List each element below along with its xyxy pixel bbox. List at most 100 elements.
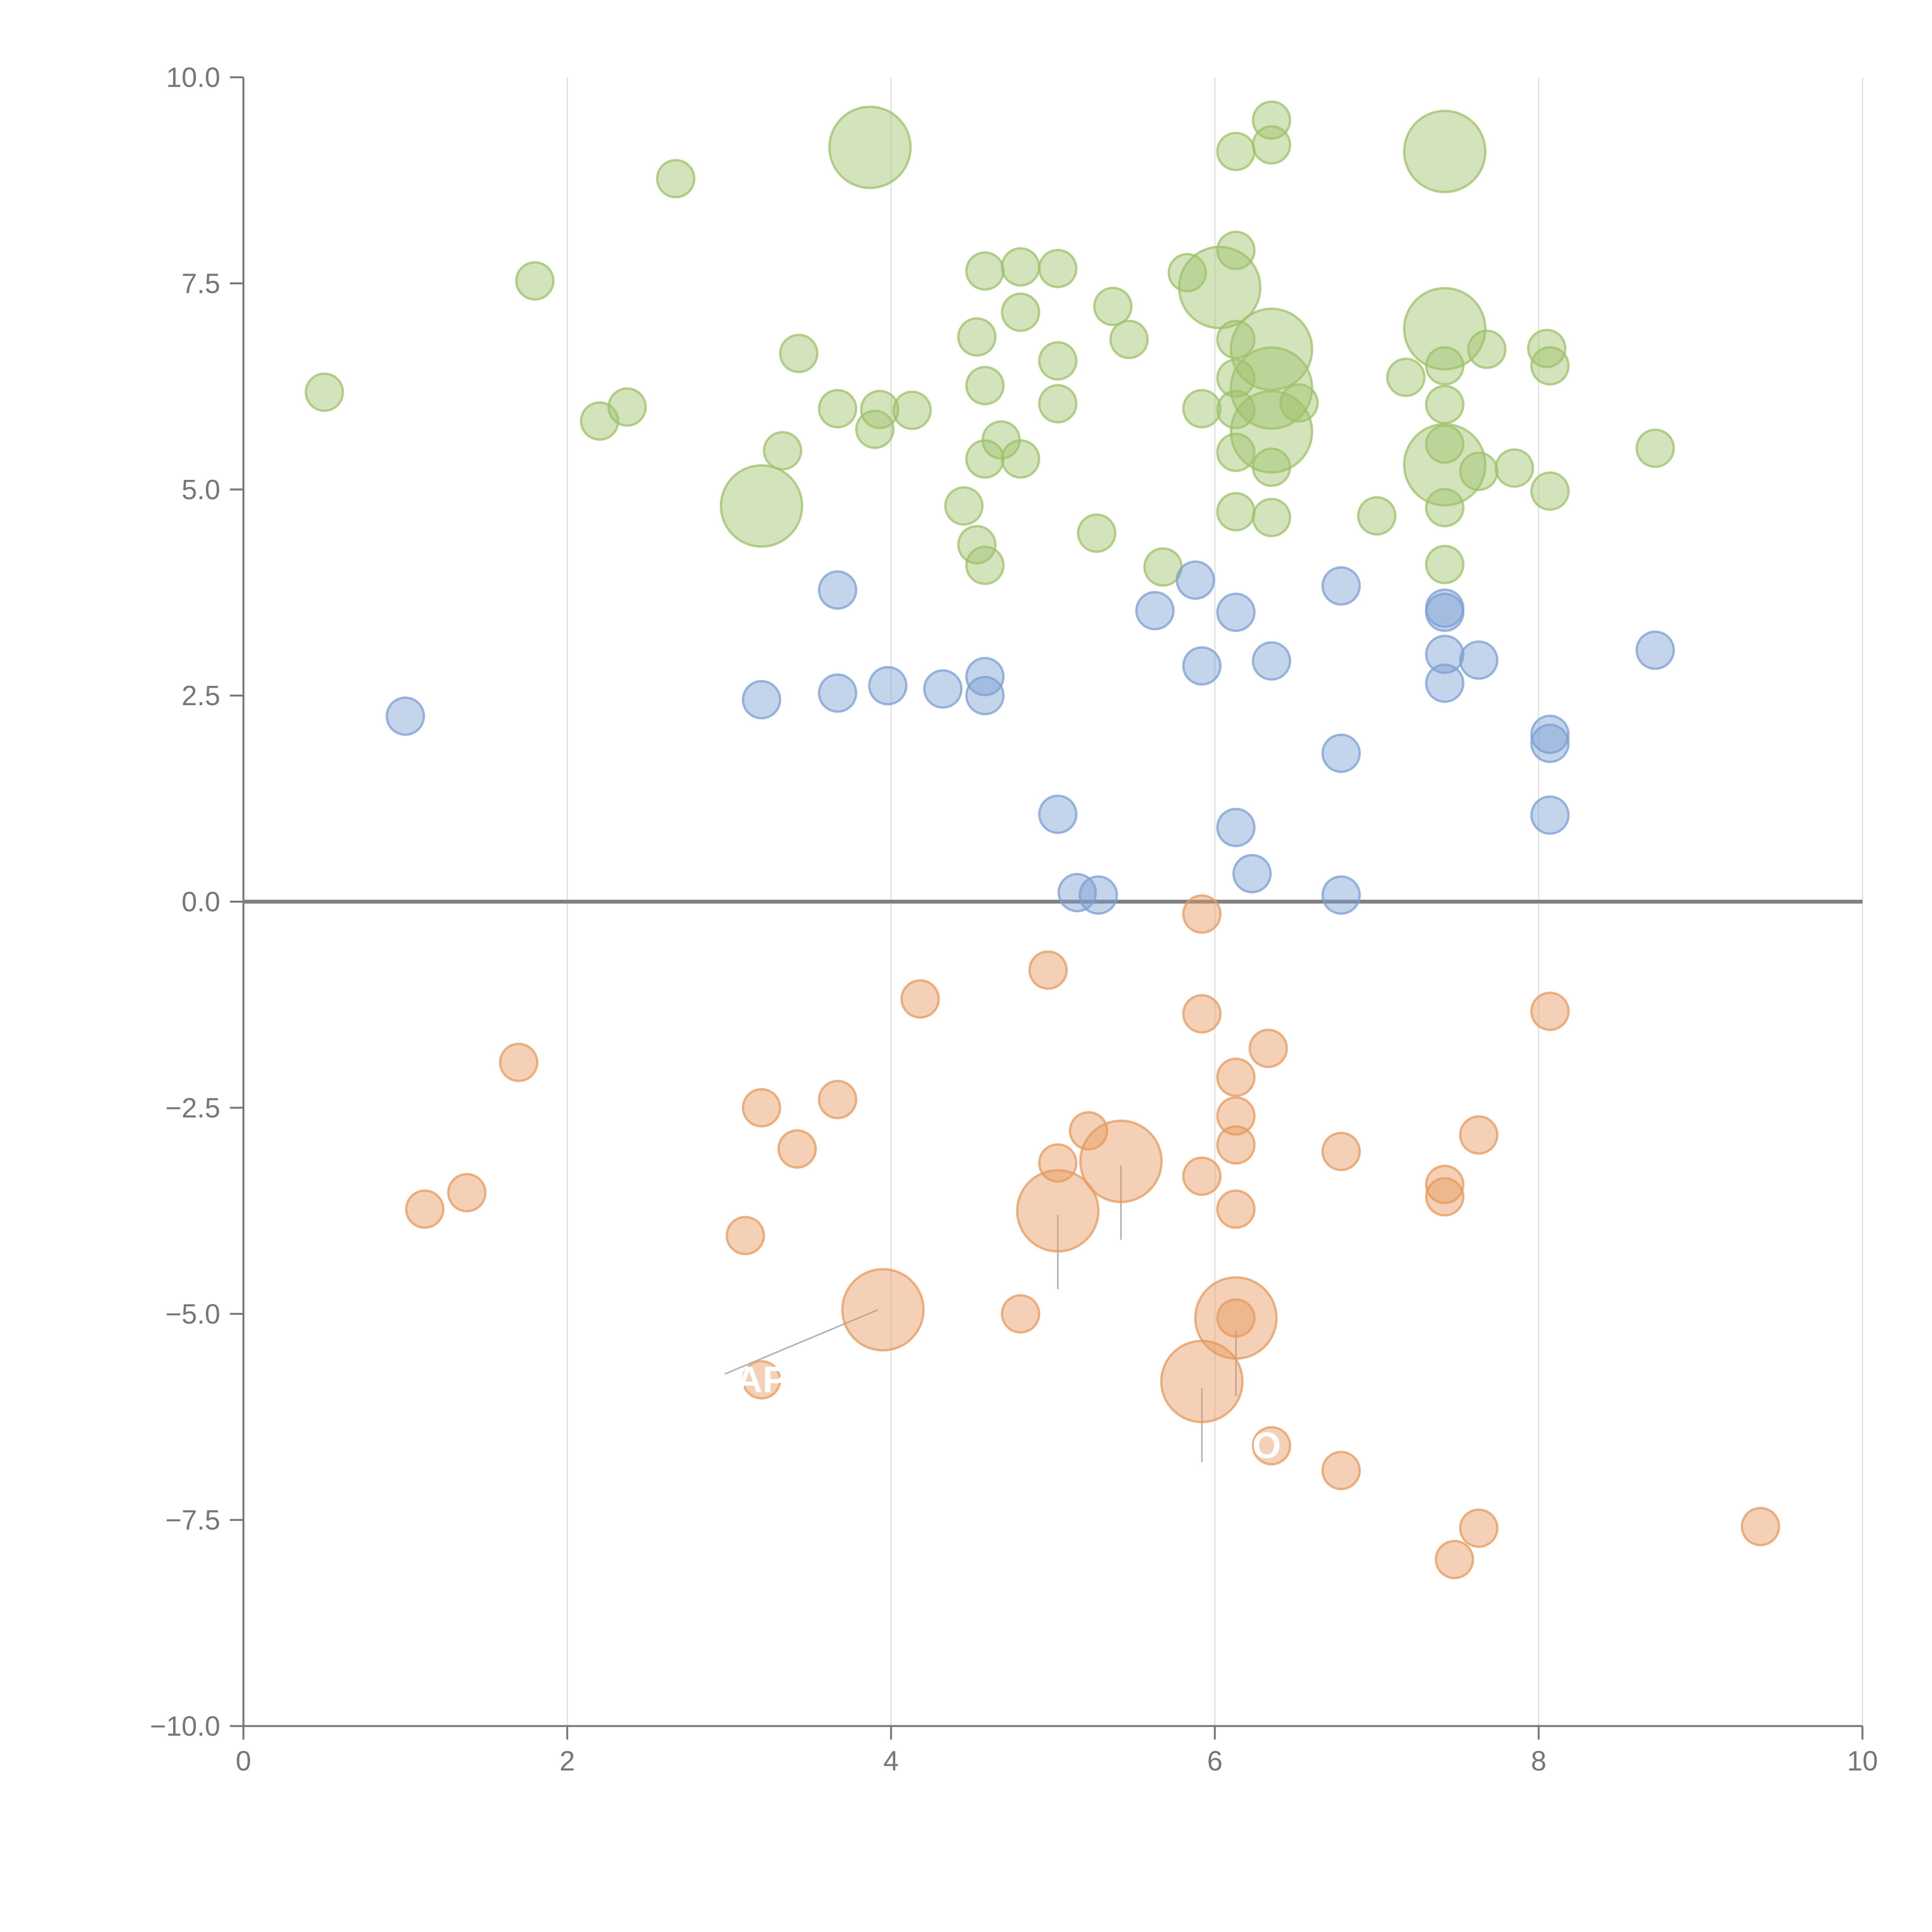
green-bubble: [818, 389, 857, 429]
orange-bubble: [1248, 1029, 1288, 1068]
green-bubble: [515, 261, 555, 301]
green-bubble: [965, 366, 1005, 405]
green-bubble: [1495, 448, 1534, 488]
x-tick-label: 0: [236, 1746, 251, 1777]
green-bubble: [957, 317, 997, 357]
annotation-leader: [724, 1309, 879, 1375]
orange-bubble: [1182, 894, 1222, 934]
green-bubble: [1216, 358, 1256, 398]
green-bubble: [779, 333, 819, 373]
blue-bubble: [868, 666, 908, 706]
green-bubble: [1403, 287, 1486, 371]
x-tick-label: 8: [1531, 1746, 1546, 1777]
blue-bubble: [1321, 875, 1361, 915]
green-bubble: [1216, 320, 1256, 359]
green-bubble: [1178, 246, 1262, 330]
green-bubble: [656, 159, 696, 199]
y-tick-label: −5.0: [165, 1299, 220, 1330]
x-tick-label: 2: [560, 1746, 575, 1777]
blue-bubble: [1038, 794, 1078, 834]
blue-bubble: [1530, 723, 1570, 763]
green-bubble: [965, 546, 1005, 585]
blue-bubble: [1530, 795, 1570, 835]
orange-bubble: [725, 1216, 765, 1255]
green-bubble: [1216, 132, 1256, 172]
bubbles: [304, 100, 1781, 1580]
green-bubble: [944, 486, 984, 526]
green-bubble: [1403, 110, 1486, 194]
blue-bubble: [1175, 560, 1215, 600]
green-bubble: [1001, 439, 1041, 479]
green-bubble: [1425, 384, 1464, 424]
green-bubble: [1425, 424, 1464, 464]
blue-bubble: [1635, 630, 1675, 670]
orange-bubble: [1459, 1508, 1498, 1548]
green-bubble: [304, 372, 344, 412]
y-tick-label: 7.5: [182, 268, 220, 299]
blue-bubble: [818, 673, 857, 713]
orange-bubble: [777, 1129, 817, 1169]
green-bubble: [1252, 447, 1291, 487]
y-tick-label: −10.0: [150, 1711, 220, 1742]
blue-bubble: [1078, 875, 1118, 915]
orange-bubble: [1530, 992, 1570, 1031]
green-bubble: [1216, 231, 1256, 270]
orange-bubble: [1016, 1169, 1100, 1253]
orange-bubble: [1321, 1451, 1361, 1490]
orange-bubble: [1459, 1115, 1498, 1155]
green-bubble: [1530, 471, 1570, 511]
orange-bubble: [1425, 1165, 1464, 1204]
green-bubble: [1001, 247, 1041, 287]
green-bubble: [1038, 248, 1078, 288]
green-bubble: [1279, 383, 1319, 423]
orange-bubble: [1028, 950, 1068, 990]
orange-bubble: [1252, 1426, 1291, 1466]
orange-bubble: [818, 1080, 857, 1119]
y-tick-label: −2.5: [165, 1093, 220, 1124]
green-bubble: [1038, 384, 1078, 423]
x-tick-label: 10: [1847, 1746, 1878, 1777]
orange-bubble: [1194, 1276, 1278, 1360]
y-tick-label: 0.0: [182, 887, 220, 918]
orange-bubble: [1216, 1189, 1256, 1229]
green-bubble: [860, 389, 900, 429]
green-bubble: [1230, 346, 1313, 430]
orange-bubble: [1001, 1294, 1041, 1334]
blue-bubble: [386, 696, 425, 736]
blue-bubble: [1252, 641, 1291, 681]
green-bubble: [607, 387, 647, 427]
blue-bubble: [742, 680, 781, 719]
orange-bubble: [841, 1268, 925, 1352]
green-bubble: [1357, 496, 1396, 536]
orange-bubble: [1425, 1177, 1464, 1217]
green-bubble: [1635, 429, 1675, 468]
green-bubble: [1425, 346, 1464, 386]
green-bubble: [1252, 125, 1291, 165]
blue-bubble: [1425, 634, 1464, 674]
orange-bubble: [1216, 1298, 1256, 1338]
x-tick-label: 6: [1207, 1746, 1223, 1777]
orange-bubble: [499, 1043, 539, 1082]
blue-bubble: [1459, 640, 1498, 680]
green-bubble: [828, 105, 912, 189]
blue-bubble: [1232, 854, 1272, 893]
blue-bubble: [923, 669, 963, 709]
green-bubble: [1230, 390, 1313, 474]
y-tick-label: 2.5: [182, 680, 220, 711]
green-bubble: [1459, 451, 1498, 491]
green-bubble: [1230, 308, 1313, 391]
orange-bubble: [900, 979, 940, 1019]
green-bubble: [1001, 293, 1041, 332]
blue-bubble: [965, 676, 1005, 716]
orange-bubble: [1182, 1156, 1222, 1196]
orange-bubble: [1216, 1096, 1256, 1136]
green-bubble: [1109, 320, 1149, 359]
green-bubble: [1216, 492, 1256, 532]
blue-bubble: [1425, 592, 1464, 632]
green-bubble: [1093, 287, 1133, 327]
annotation-labels: AP O: [736, 1359, 1281, 1466]
orange-bubble: [405, 1189, 445, 1229]
annotation-label: O: [1252, 1425, 1281, 1466]
green-bubble: [957, 525, 997, 565]
